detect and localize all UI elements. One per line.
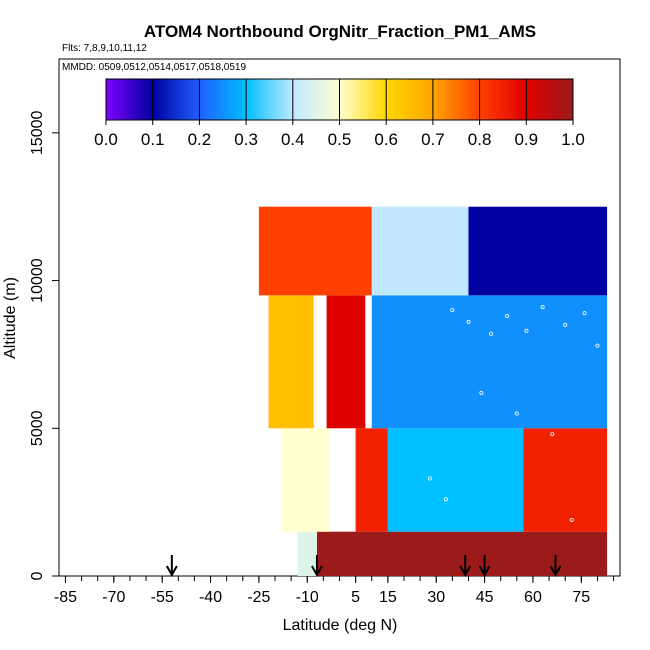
sample-point [427,476,432,481]
x-tick-label: 45 [476,589,494,606]
profile-arrow [549,555,562,578]
colorbar-tick-label: 0.0 [94,130,118,149]
heatmap-cell [387,428,524,532]
colorbar-tick-label: 0.6 [374,130,398,149]
sample-point [540,305,545,310]
colorbar-tick-label: 0.3 [234,130,258,149]
y-tick-label: 10000 [29,258,46,303]
mmdd-label: MMDD: 0509,0512,0514,0517,0518,0519 [62,62,246,73]
heatmap-cell [355,428,388,532]
chart-title: ATOM4 Northbound OrgNitr_Fraction_PM1_AM… [144,22,536,41]
x-tick-label: -85 [54,589,77,606]
heatmap-cell [371,295,608,429]
x-tick-label: 30 [427,589,445,606]
arrow-head [311,565,323,578]
heatmap-cell [258,206,372,296]
sample-point [524,328,529,333]
sample-point [450,308,455,313]
profile-arrows [165,555,562,578]
x-tick-label: -25 [247,589,270,606]
arrow-head [478,565,491,578]
x-tick-label: 75 [572,589,590,606]
heatmap-cell [297,531,317,576]
profile-arrow [165,555,178,578]
colorbar-tick-label: 0.5 [328,130,352,149]
colorbar-tick-label: 0.4 [281,130,305,149]
y-axis: 0 5000 10000 15000 [29,111,59,580]
sample-points [427,305,600,522]
x-tick-label: -55 [151,589,174,606]
y-tick-label: 0 [29,571,46,580]
colorbar-tick-label: 0.7 [421,130,445,149]
x-tick-label: 5 [351,589,360,606]
sample-point [563,322,568,327]
sample-point [466,319,471,324]
colorbar-tick-label: 0.9 [514,130,538,149]
heatmap-cell [268,295,314,429]
sample-point [443,497,448,502]
heatmap-cell [523,428,608,532]
x-tick-label: -40 [199,589,222,606]
heatmap-cell [326,295,366,429]
sample-point [595,343,600,348]
x-tick-label: -10 [296,589,319,606]
sample-point [505,314,510,319]
y-tick-label: 5000 [29,410,46,446]
sample-point [514,411,519,416]
x-tick-label: 15 [379,589,397,606]
profile-arrow [478,555,491,578]
sample-point [582,311,587,316]
profile-arrow [459,555,472,578]
heatmap [258,206,608,576]
colorbar-ticks: 0.0 0.1 0.2 0.3 0.4 0.5 0.6 0.7 0.8 0.9 1.0 [94,79,585,149]
y-tick-label: 15000 [29,111,46,156]
x-tick-label: 60 [524,589,542,606]
heatmap-cell [281,428,330,532]
arrow-head [165,565,178,578]
profile-arrow [311,555,323,578]
colorbar-tick-label: 0.1 [141,130,165,149]
heatmap-cell [371,206,469,296]
sample-point [550,432,555,437]
arrow-head [549,565,562,578]
flights-label: Flts: 7,8,9,10,11,12 [62,43,147,54]
colorbar: 0.0 0.1 0.2 0.3 0.4 0.5 0.6 0.7 0.8 0.9 1.0 [94,78,585,149]
colorbar-tick-label: 1.0 [561,130,585,149]
sample-point [489,331,494,336]
heatmap-cell [468,206,608,296]
colorbar-tick-label: 0.2 [188,130,212,149]
x-axis-label: Latitude (deg N) [283,617,398,634]
colorbar-tick-label: 0.8 [468,130,492,149]
y-axis-label: Altitude (m) [2,277,19,359]
x-tick-label: -70 [102,589,125,606]
sample-point [569,517,574,522]
x-axis: -85 -70 -55 -40 -25 -10 5 15 30 45 60 75 [54,576,615,606]
arrow-head [459,565,472,578]
sample-point [479,390,484,395]
